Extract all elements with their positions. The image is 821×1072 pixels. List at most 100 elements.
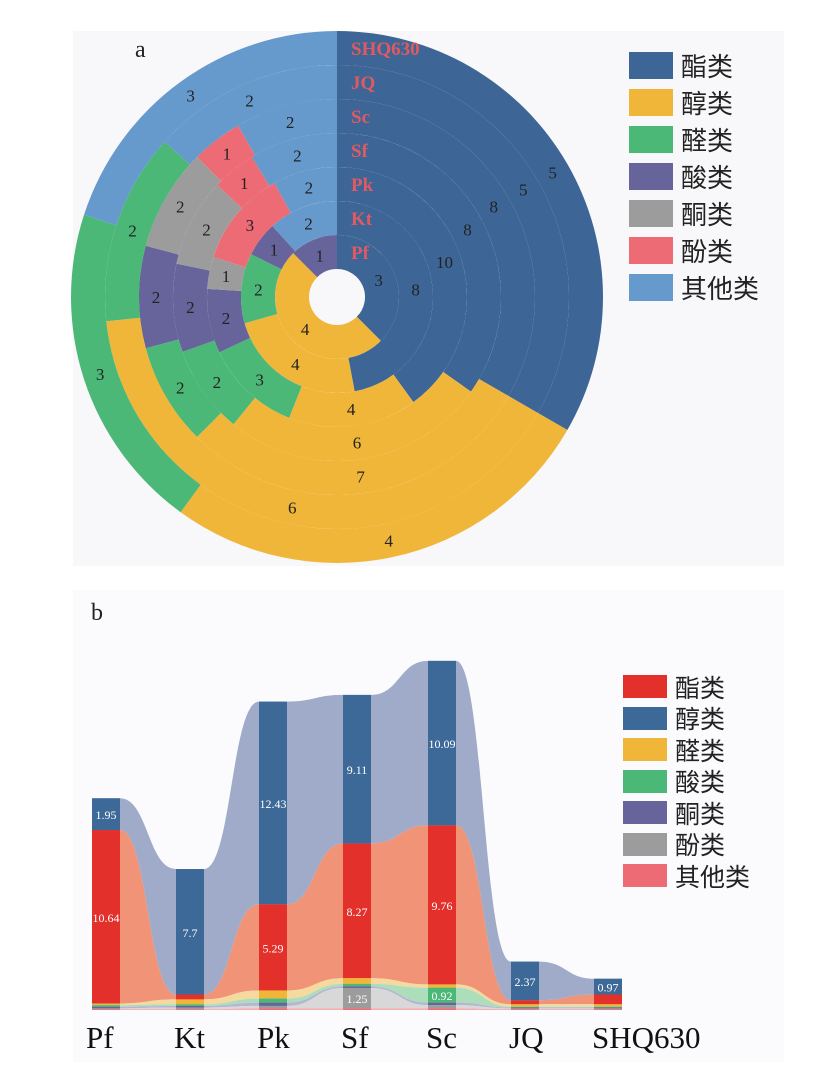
ring-value-label: 6 [288,498,297,517]
b-legend-swatch [623,769,667,793]
ring-value-label: 1 [270,240,279,259]
stack-bar [594,1006,622,1008]
stack-bar [259,1008,287,1010]
ring-value-label: 2 [176,198,185,217]
x-tick-label: Sf [341,1020,369,1055]
ring-value-label: 4 [347,400,356,419]
x-tick-label: Pk [257,1020,290,1055]
data-label: 9.11 [347,763,368,777]
ring-segment [217,156,270,209]
b-legend-item: 酸类 [623,766,750,798]
legend-a: 酯类 醇类 醛类 酸类 酮类 酚类 其他类 [629,47,759,306]
b-legend-swatch [623,738,667,762]
stack-bar [176,1005,204,1008]
ring-name-label: Sf [351,141,369,162]
ring-value-label: 2 [254,281,263,300]
ring-segment [241,254,282,324]
stack-bar [176,1004,204,1006]
ring-segment [71,214,201,513]
ring-value-label: 2 [222,309,231,328]
ring-segment [337,167,467,403]
stack-bar [176,1009,204,1010]
stack-bar [92,1006,120,1009]
ring-name-label: JQ [351,73,375,94]
ring-value-label: 5 [548,164,557,183]
ring-value-label: 4 [301,320,310,339]
ring-value-label: 3 [186,87,195,106]
ring-segment [180,413,568,563]
ring-name-label: Kt [351,209,373,230]
ring-segment [84,31,337,226]
stack-bar [259,990,287,999]
ring-value-label: 2 [213,373,222,392]
a-legend-item: 酚类 [629,232,759,269]
data-label: 2.37 [515,975,536,989]
ring-name-label: Sc [351,107,370,128]
ring-segment [105,141,190,322]
ring-segment [164,65,337,165]
data-label: 10.09 [429,737,456,751]
stack-bar [343,983,371,987]
a-legend-swatch [629,89,673,116]
stack-bar [343,1008,371,1010]
panel-b: b 10.64 1.95 7.7 5.29 12.43 8.27 9.11 1.25 9.76 1… [73,590,784,1062]
stack-bar [428,825,456,985]
stack-bar [92,1009,120,1010]
stack-bar [92,1008,120,1010]
b-legend-label: 酸类 [675,768,726,798]
ring-segment [196,379,509,495]
ring-value-label: 1 [223,144,232,163]
ring-segment [337,235,399,341]
x-tick-label: JQ [509,1020,543,1055]
a-legend-label: 其他类 [681,275,760,305]
stack-bar [259,998,287,1003]
stack-bar [92,830,120,1004]
data-label: 8.27 [347,905,368,919]
panel-a-letter: a [135,37,146,63]
ring-segment [219,337,302,418]
ring-segment [274,167,337,213]
ring-name-label: Pk [351,175,374,196]
x-tick-label: SHQ630 [592,1020,701,1055]
stack-bar [428,987,456,1003]
b-legend-swatch [623,864,667,888]
ring-segment [145,156,222,255]
ring-value-label: 5 [519,181,528,200]
ring-segment [233,371,471,461]
a-legend-label: 醇类 [681,90,734,120]
ring-value-label: 3 [96,365,105,384]
a-legend-item: 醇类 [629,84,759,121]
data-label: 12.43 [260,797,287,811]
ring-segment [251,133,337,186]
a-legend-label: 醛类 [681,127,734,157]
ring-value-label: 1 [222,267,231,286]
b-legend-swatch [623,832,667,856]
ring-value-label: 8 [411,281,420,300]
stack-bar [594,1008,622,1010]
b-legend-label: 酯类 [675,673,726,703]
stack-bar [428,660,456,826]
ring-segment [272,201,337,252]
ring-segment [139,245,179,349]
ring-value-label: 6 [353,434,362,453]
stack-bar [511,1009,539,1010]
x-tick-label: Kt [174,1020,205,1055]
ring-segment [337,31,603,430]
stack-bar [343,978,371,984]
a-legend-swatch [629,52,673,79]
ring-name-label: Pf [351,243,370,264]
stack-bar [176,999,204,1005]
ring-value-label: 2 [305,179,314,198]
ring-value-label: 8 [463,220,472,239]
ring-value-label: 2 [176,379,185,398]
b-legend-swatch [623,801,667,825]
ring-value-label: 2 [286,113,295,132]
b-legend-item: 酚类 [623,829,750,860]
stack-bar [92,798,120,831]
data-label: 5.29 [263,941,284,955]
a-legend-item: 酮类 [629,195,759,232]
b-legend-item: 酮类 [623,797,750,829]
flow-band [92,978,622,1007]
a-legend-swatch [629,237,673,264]
data-label: 0.97 [598,981,619,995]
